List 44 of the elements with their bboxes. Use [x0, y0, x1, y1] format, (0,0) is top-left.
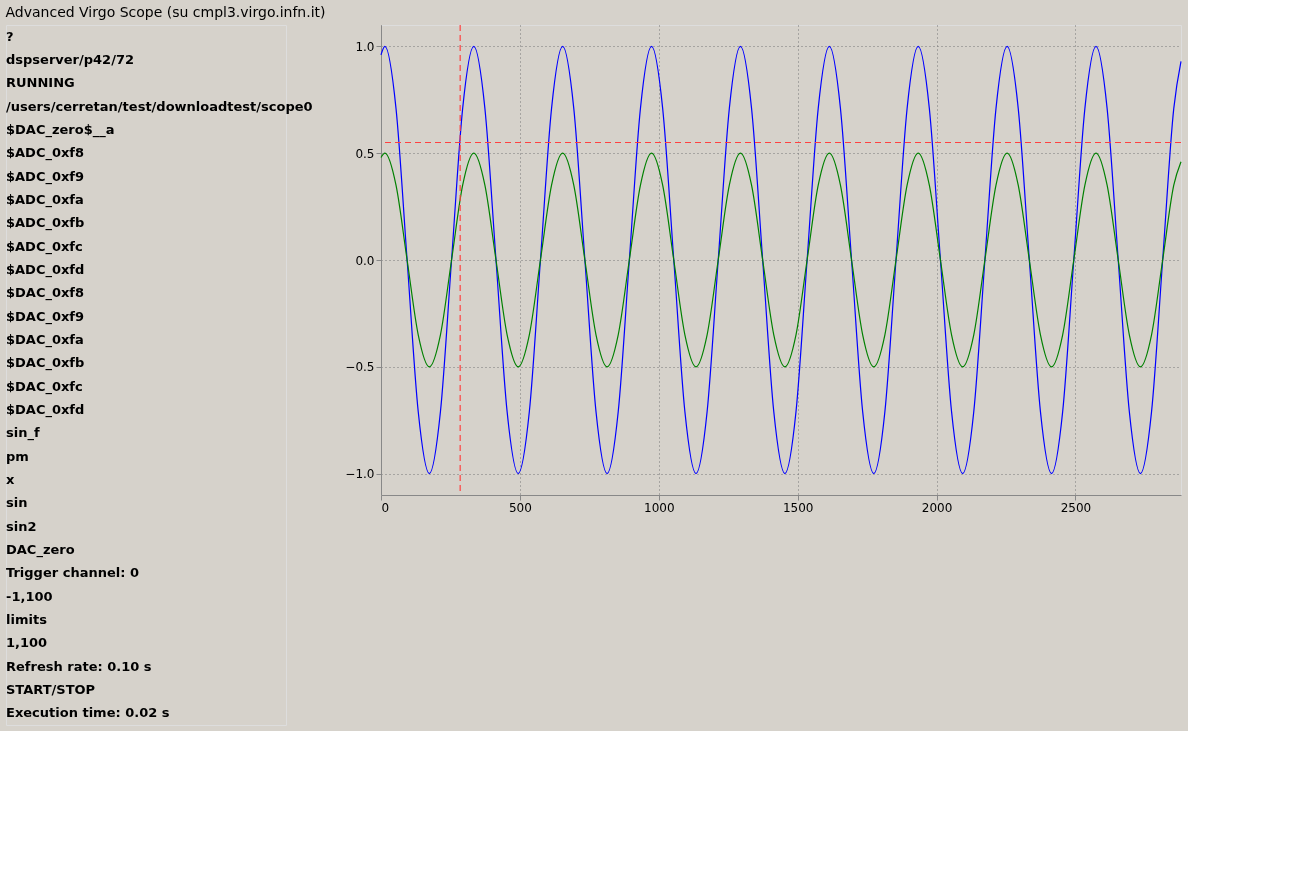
- text: -1,100: [6, 588, 53, 604]
- text: sin2: [6, 518, 37, 534]
- text: $ADC_0xf8: [6, 145, 85, 162]
- text: $ADC_0xfd: [6, 262, 85, 278]
- text: 1,100: [6, 635, 48, 651]
- text: sin: [6, 495, 28, 511]
- text: limits: [6, 612, 48, 627]
- text: Trigger channel: 0: [6, 565, 139, 581]
- text: $DAC_0xfc: [6, 378, 83, 395]
- x-tick-label: 2000: [921, 500, 953, 515]
- text: $DAC_0xfd: [6, 402, 85, 418]
- text: $DAC_zero$__a: [6, 122, 115, 138]
- text: Advanced Virgo Scope (su cmpl3.virgo.infn.it): [5, 3, 326, 20]
- text: $DAC_0xf9: [6, 308, 85, 325]
- x-tick-label: 500: [508, 500, 532, 515]
- y-tick-label: −1.0: [345, 467, 375, 482]
- text: Execution time: 0.02 s: [6, 705, 170, 721]
- y-tick-label: 0.0: [355, 253, 375, 268]
- text: /users/cerretan/test/downloadtest/scope0: [6, 98, 313, 114]
- text: $ADC_0xf9: [6, 168, 85, 185]
- x-tick-label: 0: [381, 500, 390, 515]
- text: $DAC_0xfb: [6, 355, 85, 372]
- text: RUNNING: [6, 75, 75, 91]
- x-tick-label: 2500: [1060, 500, 1092, 515]
- text: $ADC_0xfa: [6, 192, 84, 208]
- text: sin_f: [6, 425, 40, 442]
- y-tick-label: 0.5: [355, 146, 375, 161]
- text: dspserver/p42/72: [6, 52, 135, 67]
- text: DAC_zero: [6, 542, 75, 558]
- line-series: [380, 45, 1182, 475]
- text: START/STOP: [6, 682, 96, 697]
- x-tick-label: 1500: [782, 500, 814, 515]
- text: $DAC_0xfa: [6, 332, 84, 348]
- text: $ADC_0xfc: [6, 238, 83, 255]
- text: x: [6, 472, 15, 487]
- text: $DAC_0xf8: [6, 285, 85, 302]
- x-tick-label: 1000: [644, 500, 675, 515]
- text: ?: [6, 28, 14, 44]
- line-series: [380, 152, 1182, 368]
- y-tick-label: 1.0: [355, 39, 375, 54]
- y-tick-label: −0.5: [345, 360, 375, 375]
- text: $ADC_0xfb: [6, 215, 85, 232]
- text: pm: [6, 448, 29, 464]
- text: Refresh rate: 0.10 s: [6, 658, 152, 674]
